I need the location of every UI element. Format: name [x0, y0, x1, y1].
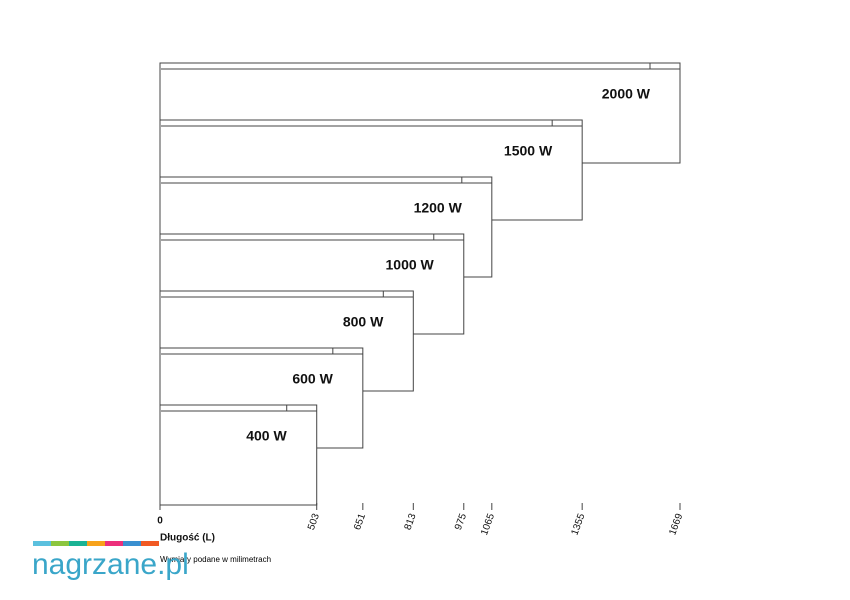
power-label: 1500 W [504, 143, 553, 159]
power-label: 800 W [343, 314, 384, 330]
heater-body [159, 404, 318, 506]
x-tick-label: 651 [352, 512, 368, 532]
power-label: 1000 W [386, 257, 435, 273]
x-tick-label: 1669 [667, 512, 685, 537]
logo: nagrzane.pl [32, 548, 189, 581]
x-tick-label: 975 [453, 512, 469, 532]
power-label: 600 W [292, 371, 333, 387]
x-axis-label: Długość (L) [160, 533, 215, 544]
x-tick-label: 503 [306, 512, 322, 532]
x-tick-label: 0 [157, 516, 163, 527]
power-label: 400 W [246, 428, 287, 444]
power-label: 1200 W [414, 200, 463, 216]
x-tick-label: 1355 [570, 512, 588, 537]
note: Wymiary podane w milimetrach [160, 555, 271, 564]
logo-bars [33, 541, 159, 546]
x-tick-label: 813 [403, 512, 419, 532]
x-tick-label: 1065 [479, 512, 497, 537]
power-label: 2000 W [602, 86, 651, 102]
